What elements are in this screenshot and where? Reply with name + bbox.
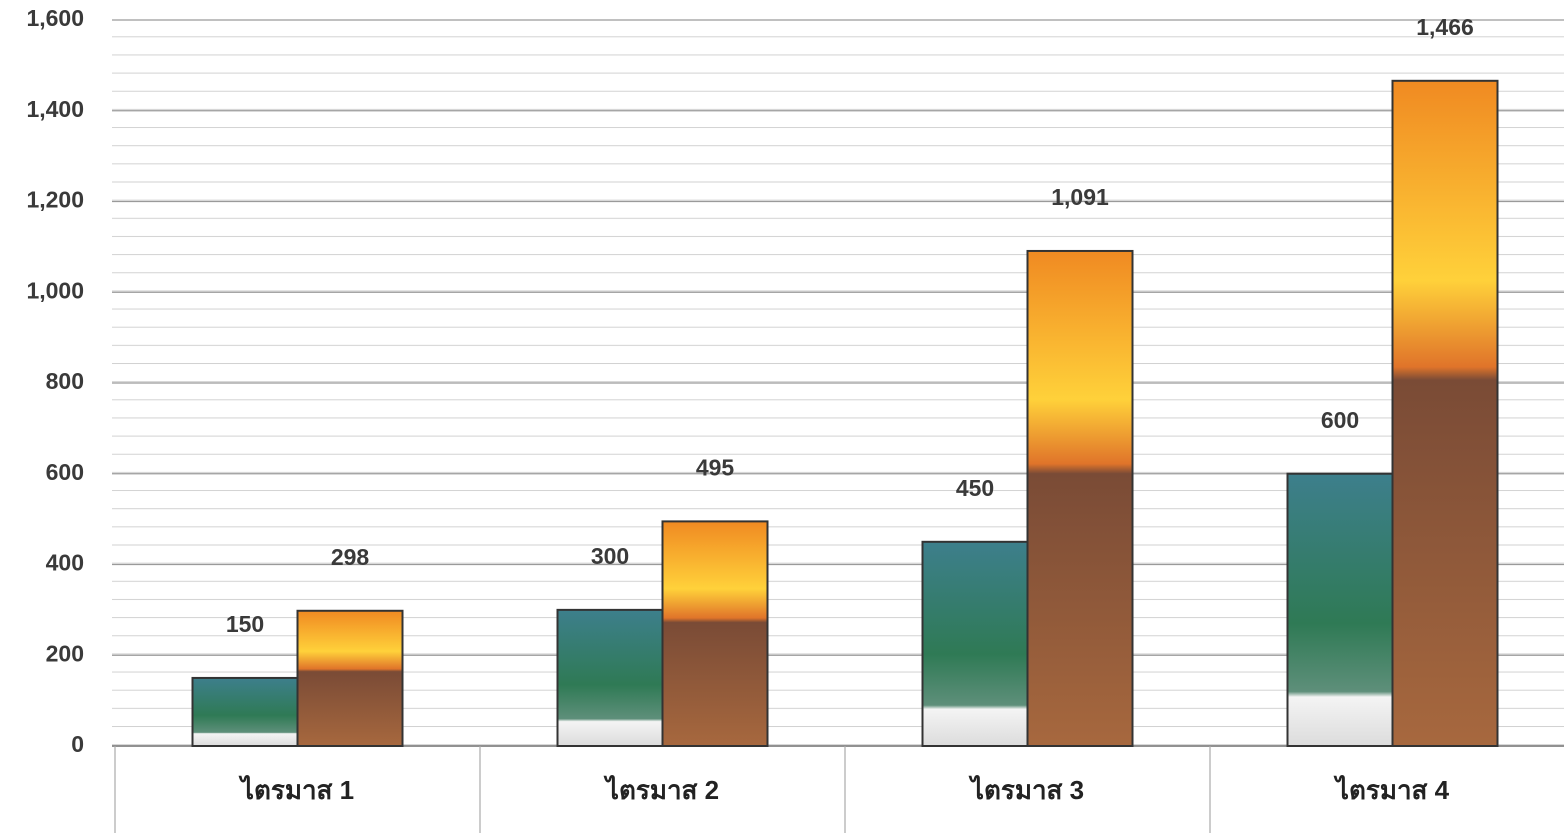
bar bbox=[191, 676, 299, 747]
x-tick-label: ไตรมาส 1 bbox=[238, 774, 354, 805]
bar bbox=[1026, 249, 1134, 748]
bar bbox=[1286, 472, 1394, 747]
data-label: 600 bbox=[1321, 407, 1359, 433]
bar bbox=[1391, 79, 1499, 748]
bar bbox=[296, 609, 404, 747]
x-tick-label: ไตรมาส 2 bbox=[603, 774, 719, 805]
data-label: 1,091 bbox=[1051, 184, 1109, 210]
data-label: 495 bbox=[696, 454, 735, 480]
x-tick-label: ไตรมาส 3 bbox=[968, 774, 1084, 805]
y-tick-label: 0 bbox=[71, 731, 84, 757]
data-label: 1,466 bbox=[1416, 14, 1474, 40]
y-tick-label: 1,400 bbox=[26, 96, 84, 122]
x-tick-label: ไตรมาส 4 bbox=[1333, 774, 1450, 805]
y-tick-label: 800 bbox=[46, 368, 84, 394]
data-label: 450 bbox=[956, 475, 994, 501]
y-tick-label: 1,600 bbox=[26, 5, 84, 31]
data-label: 300 bbox=[591, 543, 629, 569]
y-tick-label: 400 bbox=[46, 550, 84, 576]
bar bbox=[556, 608, 664, 747]
data-label: 298 bbox=[331, 544, 370, 570]
y-tick-label: 200 bbox=[46, 640, 84, 666]
bar bbox=[661, 520, 769, 747]
data-label: 150 bbox=[226, 611, 264, 637]
y-tick-label: 1,200 bbox=[26, 187, 84, 213]
bar bbox=[921, 540, 1029, 747]
y-tick-label: 1,000 bbox=[26, 277, 84, 303]
y-tick-label: 600 bbox=[46, 459, 84, 485]
